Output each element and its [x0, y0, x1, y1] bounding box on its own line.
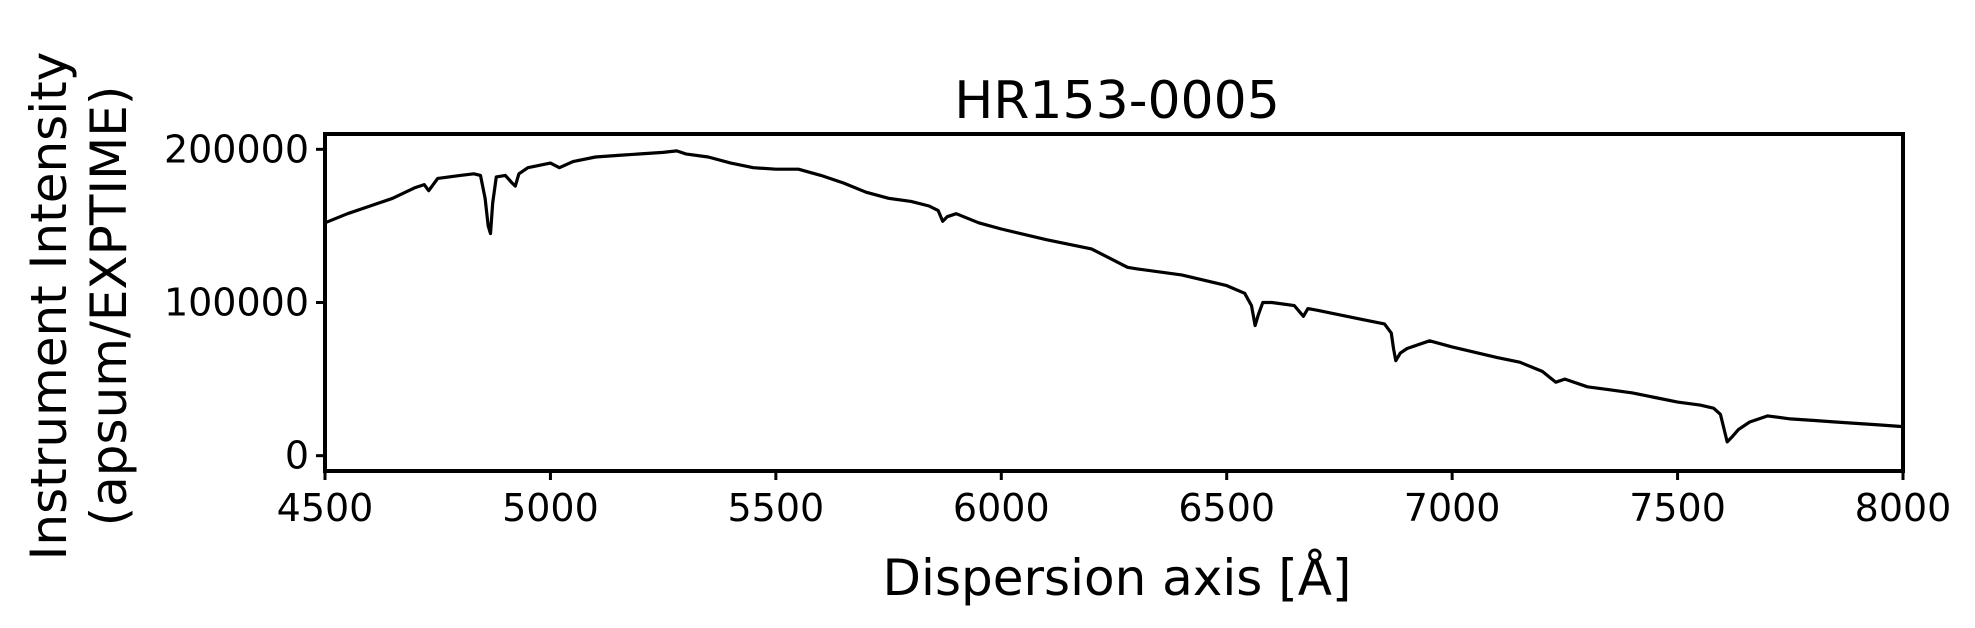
spectrum-line: [325, 149, 1903, 444]
y-axis-label-line-2: (apsum/EXPTIME): [80, 86, 138, 527]
x-tick-label: 4500: [277, 486, 374, 530]
x-tick-label: 5500: [727, 486, 824, 530]
x-tick-label: 6500: [1178, 486, 1275, 530]
y-axis-label: Instrument Intensity (apsum/EXPTIME): [20, 52, 138, 561]
x-tick-label: 7500: [1629, 486, 1726, 530]
x-tick-label: 5000: [502, 486, 599, 530]
plot-frame: [323, 132, 1905, 473]
x-axis-label: Dispersion axis [Å]: [883, 549, 1352, 607]
y-tick-label: 100000: [164, 281, 309, 325]
chart-title: HR153-0005: [954, 71, 1280, 131]
y-tick-label: 0: [285, 434, 309, 478]
axis-ticks: 4500 5000 5500 6000 6500 7000 7500 8000 0 100000 2…: [164, 127, 1951, 530]
x-tick-label: 6000: [953, 486, 1050, 530]
y-tick-label: 200000: [164, 127, 309, 171]
x-tick-label: 8000: [1855, 486, 1952, 530]
plot-area: [325, 149, 1903, 444]
y-axis-label-line-1: Instrument Intensity: [20, 52, 78, 561]
x-tick-label: 7000: [1404, 486, 1501, 530]
